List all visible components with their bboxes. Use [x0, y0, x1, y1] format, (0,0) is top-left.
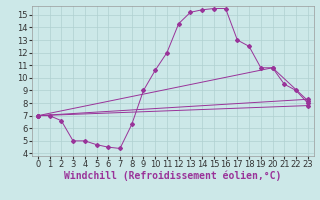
X-axis label: Windchill (Refroidissement éolien,°C): Windchill (Refroidissement éolien,°C): [64, 171, 282, 181]
